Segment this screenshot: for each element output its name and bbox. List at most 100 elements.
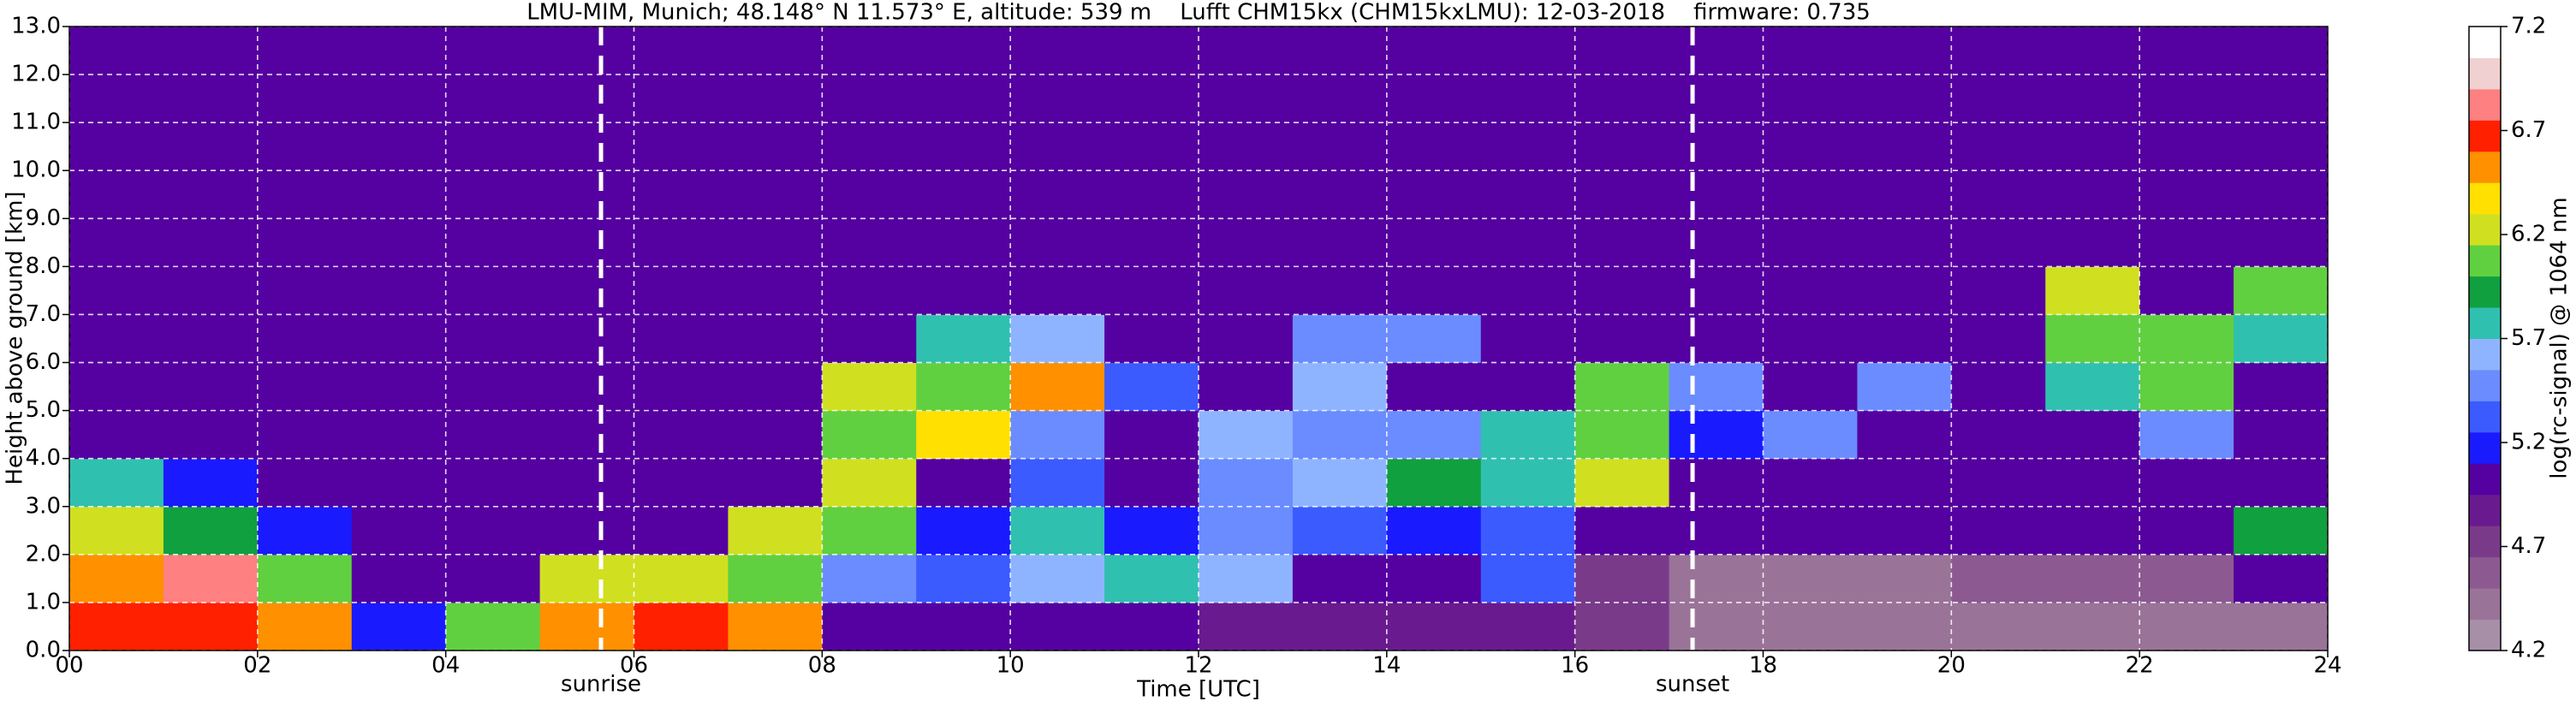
heatmap-cell bbox=[1104, 362, 1199, 412]
heatmap-cell bbox=[1292, 554, 1388, 603]
heatmap-cell bbox=[445, 506, 541, 556]
colorbar-band bbox=[2469, 431, 2501, 464]
heatmap-cell bbox=[2045, 458, 2140, 508]
heatmap-cell bbox=[634, 314, 729, 364]
heatmap-cell bbox=[69, 362, 164, 412]
heatmap-cell bbox=[2234, 266, 2329, 315]
heatmap-cell bbox=[445, 410, 541, 460]
heatmap-cell bbox=[2045, 170, 2140, 219]
heatmap-cell bbox=[539, 362, 634, 412]
heatmap-cell bbox=[916, 314, 1011, 364]
heatmap-cell bbox=[1292, 170, 1388, 219]
x-tick-label: 02 bbox=[243, 653, 271, 679]
heatmap-cell bbox=[539, 266, 634, 315]
heatmap-cell bbox=[539, 314, 634, 364]
y-tick-label: 11.0 bbox=[11, 110, 61, 135]
heatmap-cell bbox=[257, 458, 353, 508]
heatmap-cell bbox=[1386, 458, 1482, 508]
heatmap-cell bbox=[916, 27, 1011, 75]
heatmap-cell bbox=[2234, 410, 2329, 460]
x-tick-label: 14 bbox=[1372, 653, 1401, 679]
heatmap-cell bbox=[1951, 27, 2046, 75]
heatmap-cell bbox=[1857, 458, 1952, 508]
heatmap-cell bbox=[163, 27, 259, 75]
heatmap-cell bbox=[728, 554, 823, 603]
heatmap-cell bbox=[2139, 458, 2234, 508]
heatmap-cell bbox=[1857, 122, 1952, 171]
heatmap-cell bbox=[1951, 506, 2046, 556]
colorbar-band bbox=[2469, 57, 2501, 90]
x-tick-label: 06 bbox=[620, 653, 648, 679]
heatmap-cell bbox=[728, 218, 823, 267]
heatmap-cell bbox=[1386, 410, 1482, 460]
heatmap-cell bbox=[1857, 27, 1952, 75]
heatmap-cell bbox=[1763, 170, 1858, 219]
heatmap-cell bbox=[1386, 506, 1482, 556]
y-tick-label: 7.0 bbox=[26, 301, 61, 327]
heatmap-cell bbox=[2139, 554, 2234, 603]
heatmap-cell bbox=[1480, 170, 1576, 219]
heatmap-cell bbox=[1857, 506, 1952, 556]
heatmap-cell bbox=[1574, 27, 1670, 75]
heatmap-cell bbox=[163, 410, 259, 460]
heatmap-cell bbox=[1104, 602, 1199, 651]
heatmap-cell bbox=[2234, 362, 2329, 412]
heatmap-cell bbox=[69, 170, 164, 219]
heatmap-cell bbox=[163, 122, 259, 171]
heatmap-cell bbox=[2234, 170, 2329, 219]
colorbar-band bbox=[2469, 245, 2501, 277]
colorbar-tick-label: 6.7 bbox=[2511, 117, 2546, 143]
heatmap-cell bbox=[445, 602, 541, 651]
heatmap-cell bbox=[1669, 506, 1764, 556]
colorbar-band bbox=[2469, 120, 2501, 152]
heatmap-cell bbox=[445, 362, 541, 412]
heatmap-cell bbox=[1763, 122, 1858, 171]
heatmap-cell bbox=[69, 458, 164, 508]
heatmap-cell bbox=[1480, 27, 1576, 75]
heatmap-cell bbox=[539, 74, 634, 123]
heatmap-cell bbox=[257, 27, 353, 75]
heatmap-cell bbox=[1104, 554, 1199, 603]
y-tick-label: 12.0 bbox=[11, 62, 61, 87]
heatmap-cell bbox=[1574, 266, 1670, 315]
heatmap-cell bbox=[1763, 602, 1858, 651]
heatmap-cell bbox=[1763, 554, 1858, 603]
colorbar-band bbox=[2469, 619, 2501, 651]
heatmap-cell bbox=[1386, 27, 1482, 75]
heatmap-cell bbox=[445, 218, 541, 267]
heatmap-cell bbox=[1292, 74, 1388, 123]
heatmap-cell bbox=[1386, 122, 1482, 171]
heatmap-cell bbox=[69, 554, 164, 603]
heatmap-cell bbox=[257, 362, 353, 412]
heatmap-cell bbox=[539, 458, 634, 508]
heatmap-cell bbox=[69, 506, 164, 556]
heatmap-cell bbox=[69, 218, 164, 267]
colorbar-tick-label: 4.7 bbox=[2511, 533, 2546, 559]
heatmap-cell bbox=[539, 218, 634, 267]
heatmap-cell bbox=[822, 122, 917, 171]
y-tick-label: 6.0 bbox=[26, 349, 61, 375]
y-tick-label: 13.0 bbox=[11, 14, 61, 39]
heatmap-cell bbox=[257, 506, 353, 556]
heatmap-cell bbox=[634, 170, 729, 219]
heatmap-cell bbox=[257, 266, 353, 315]
annotation-label: sunset bbox=[1656, 672, 1729, 698]
heatmap-cell bbox=[634, 122, 729, 171]
heatmap-cell bbox=[1574, 458, 1670, 508]
chart-title: LMU-MIM, Munich; 48.148° N 11.573° E, al… bbox=[527, 0, 1871, 26]
heatmap-cell bbox=[1010, 74, 1105, 123]
heatmap-cell bbox=[2045, 218, 2140, 267]
heatmap-cell bbox=[1386, 314, 1482, 364]
heatmap-cell bbox=[257, 410, 353, 460]
y-tick-label: 10.0 bbox=[11, 157, 61, 183]
heatmap-cell bbox=[1669, 554, 1764, 603]
heatmap-cell bbox=[1386, 362, 1482, 412]
x-tick-label: 16 bbox=[1561, 653, 1589, 679]
heatmap-cell bbox=[1669, 458, 1764, 508]
heatmap-cell bbox=[2234, 314, 2329, 364]
y-tick-label: 4.0 bbox=[26, 445, 61, 471]
heatmap-cell bbox=[728, 27, 823, 75]
x-tick-label: 10 bbox=[996, 653, 1025, 679]
heatmap-cell bbox=[1199, 314, 1294, 364]
heatmap-cell bbox=[1951, 122, 2046, 171]
